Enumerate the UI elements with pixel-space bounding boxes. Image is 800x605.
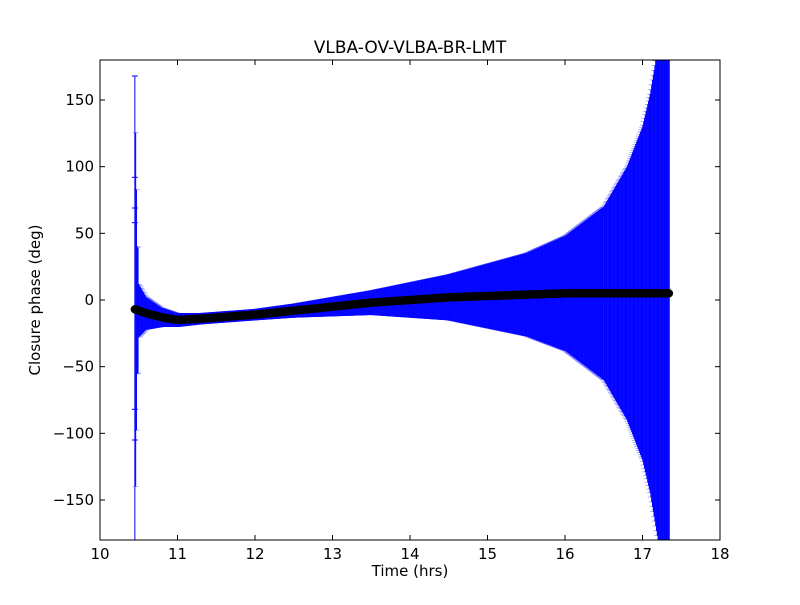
x-tick-label: 14 bbox=[400, 545, 419, 563]
x-tick-label: 16 bbox=[555, 545, 574, 563]
tick-layer: 10 11 12 13 14 15 16 17 18 −150 −100 −50 0 50 100 150 bbox=[53, 60, 730, 563]
y-tick-label: −150 bbox=[53, 491, 94, 509]
x-axis-label: Time (hrs) bbox=[371, 562, 449, 580]
x-tick-label: 17 bbox=[633, 545, 652, 563]
y-tick-label: 100 bbox=[65, 158, 94, 176]
x-tick-label: 18 bbox=[710, 545, 729, 563]
chart-title: VLBA-OV-VLBA-BR-LMT bbox=[314, 38, 507, 58]
y-tick-label: 50 bbox=[75, 224, 94, 242]
y-tick-label: −100 bbox=[53, 424, 94, 442]
x-tick-label: 10 bbox=[90, 545, 109, 563]
data-point bbox=[664, 289, 674, 298]
y-tick-label: −50 bbox=[62, 358, 94, 376]
x-tick-label: 15 bbox=[478, 545, 497, 563]
y-tick-label: 150 bbox=[65, 91, 94, 109]
y-tick-label: 0 bbox=[84, 291, 94, 309]
x-tick-label: 13 bbox=[323, 545, 342, 563]
x-tick-label: 11 bbox=[168, 545, 187, 563]
marker-layer bbox=[130, 289, 674, 325]
y-axis-label: Closure phase (deg) bbox=[26, 225, 44, 376]
x-tick-label: 12 bbox=[245, 545, 264, 563]
